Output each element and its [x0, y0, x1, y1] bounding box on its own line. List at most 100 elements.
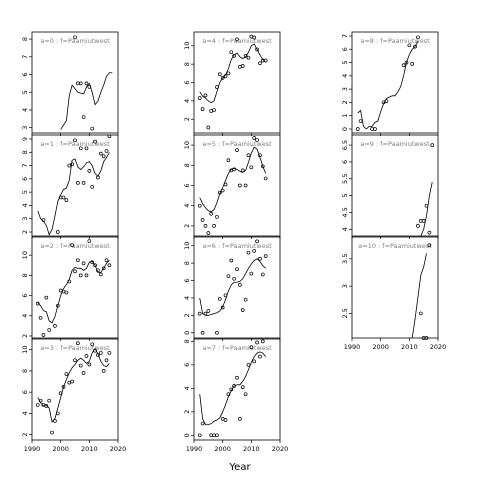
data-point — [107, 134, 112, 139]
y-tick-label: 8 — [183, 261, 191, 265]
fit-line — [199, 351, 266, 426]
x-tick-label: 1990 — [344, 343, 361, 351]
data-point — [263, 254, 268, 259]
data-point — [107, 350, 112, 355]
data-point — [78, 273, 83, 278]
panel-frame — [193, 236, 281, 339]
y-tick-label: 6 — [183, 183, 191, 187]
data-point — [203, 311, 208, 316]
y-tick-label: 8 — [183, 339, 191, 343]
data-point — [90, 342, 95, 347]
data-point — [252, 359, 257, 364]
data-point — [47, 398, 52, 403]
data-point — [243, 392, 248, 397]
panel-strip-label: a=5 : f=Paamiutwest — [202, 140, 272, 148]
data-point — [84, 81, 89, 86]
y-tick-label: 4 — [21, 203, 29, 207]
data-point — [81, 261, 86, 266]
data-point — [246, 153, 251, 158]
data-point — [93, 263, 97, 268]
y-tick-label: 6 — [183, 278, 191, 282]
data-point — [55, 303, 60, 308]
data-point — [229, 50, 234, 55]
y-tick-label: 8 — [183, 163, 191, 167]
data-point — [220, 305, 225, 310]
data-point — [229, 258, 234, 263]
data-point — [249, 345, 254, 350]
data-point — [232, 276, 236, 281]
y-tick-label: 4.5 — [341, 207, 349, 217]
data-point — [407, 43, 412, 48]
y-tick-label: 8 — [21, 150, 29, 154]
data-point — [84, 146, 89, 151]
data-point — [235, 267, 239, 272]
data-point — [258, 61, 262, 66]
data-point — [197, 203, 202, 208]
data-point — [70, 243, 74, 247]
fit-line — [411, 253, 427, 338]
y-tick-label: 2 — [21, 334, 29, 338]
data-point — [260, 272, 265, 277]
data-point — [243, 297, 248, 302]
y-tick-label: 10 — [183, 242, 191, 250]
y-tick-label: 4 — [183, 386, 191, 390]
panel-strip-label: a=0 : f=Paamiutwest — [40, 37, 110, 45]
y-tick-label: 2 — [341, 100, 349, 104]
data-point — [226, 392, 231, 397]
data-point — [44, 295, 49, 300]
y-tick-label: 6 — [341, 47, 349, 51]
data-point — [73, 138, 77, 143]
data-point — [64, 198, 69, 202]
data-point — [197, 433, 202, 438]
panel-strip-label: a=8 : f=Paamiutwest — [360, 37, 430, 45]
data-point — [427, 243, 432, 248]
data-point — [98, 272, 103, 277]
data-point — [249, 165, 254, 170]
panel-strip-label: a=9 : f=Paamiutwest — [360, 140, 430, 148]
fit-line — [60, 72, 113, 130]
data-point — [215, 433, 219, 438]
data-point — [404, 60, 409, 65]
data-point — [220, 76, 225, 80]
data-point — [64, 372, 69, 376]
data-point — [206, 231, 211, 235]
panel-strip-label: a=3 : f=Paamiutwest — [40, 344, 110, 352]
data-point — [81, 180, 86, 185]
panel-strip-label: a=10 : f=Paamiutwest — [358, 242, 432, 250]
data-point — [78, 81, 83, 86]
data-point — [197, 311, 202, 316]
y-tick-label: 6 — [183, 80, 191, 84]
data-point — [64, 290, 69, 295]
data-point — [98, 350, 103, 355]
fit-line — [199, 258, 266, 316]
data-point — [232, 384, 236, 388]
data-point — [203, 93, 208, 98]
data-point — [76, 180, 80, 185]
panel-frame — [31, 134, 119, 237]
data-point — [232, 54, 236, 58]
data-point — [238, 283, 242, 287]
data-point — [373, 127, 377, 131]
data-point — [197, 96, 202, 100]
data-point — [98, 151, 103, 156]
data-point — [41, 333, 46, 337]
y-tick-label: 5 — [341, 60, 349, 64]
data-point — [50, 430, 54, 435]
panel-strip-label: a=1 : f=Paamiutwest — [40, 140, 110, 148]
data-point — [61, 384, 66, 389]
y-tick-label: 6 — [341, 160, 349, 164]
y-tick-label: 9 — [21, 137, 29, 141]
data-point — [217, 296, 222, 301]
panel-frame — [31, 236, 119, 339]
y-tick-label: 0 — [341, 127, 349, 131]
x-tick-label: 2010 — [243, 445, 260, 453]
y-tick-label: 7 — [21, 55, 29, 59]
data-point — [200, 217, 205, 222]
data-point — [38, 315, 43, 320]
y-tick-label: 2 — [21, 230, 29, 234]
data-point — [93, 348, 97, 353]
data-point — [44, 404, 49, 408]
y-tick-label: 6 — [21, 294, 29, 298]
